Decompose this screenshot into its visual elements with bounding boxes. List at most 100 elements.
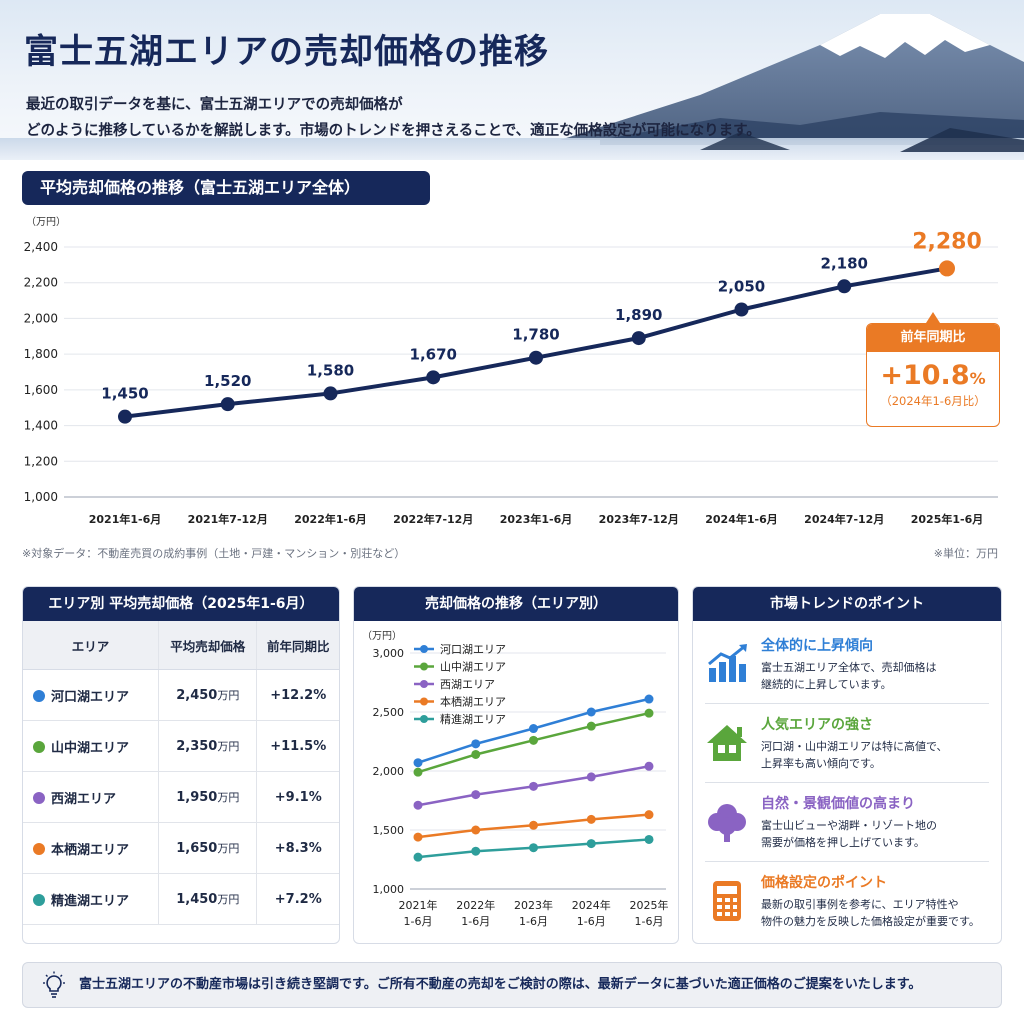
- y-tick-label: 1,500: [373, 824, 405, 837]
- series-point: [586, 814, 596, 824]
- legend-swatch-dot: [420, 662, 428, 671]
- x-tick-label-year: 2021年: [399, 898, 438, 912]
- series-point: [471, 749, 481, 759]
- footer-message: 富士五湖エリアの不動産市場は引き続き堅調です。ご所有不動産の売却をご検討の際は、…: [22, 962, 1002, 1008]
- trend-point-line-2: 継続的に上昇しています。: [761, 678, 892, 691]
- cell-area: 西湖エリア: [23, 771, 159, 823]
- area-name: 精進湖エリア: [51, 893, 130, 909]
- data-label: 2,280: [912, 229, 982, 254]
- trend-point-line-1: 河口湖・山中湖エリアは特に高値で、: [761, 740, 948, 753]
- cell-price: 1,950万円: [158, 771, 257, 823]
- cell-area: 河口湖エリア: [23, 669, 159, 721]
- cell-yoy: +7.2%: [256, 873, 339, 925]
- area-price-table: エリア 平均売却価格 前年同期比 河口湖エリア 2,450万円 +12.2% 山中湖エ…: [23, 621, 339, 925]
- series-point: [471, 790, 481, 800]
- price-unit: 万円: [217, 740, 240, 753]
- cell-area: 精進湖エリア: [23, 873, 159, 925]
- data-point: [220, 397, 235, 412]
- price-unit: 万円: [217, 689, 240, 702]
- legend-swatch-dot: [420, 715, 428, 723]
- x-tick-label: 2021年1-6月: [89, 512, 162, 526]
- area-chart-title: 売却価格の推移（エリア別）: [354, 587, 678, 621]
- series-point: [413, 852, 423, 862]
- trend-point-title: 自然・景観価値の高まり: [761, 796, 915, 812]
- y-tick-label: 3,000: [373, 647, 405, 660]
- y-tick-label: 1,000: [24, 490, 58, 504]
- x-tick-label: 2024年7-12月: [804, 512, 884, 526]
- trend-point-line-2: 物件の魅力を反映した価格設定が重要です。: [761, 915, 980, 928]
- y-tick-label: 2,400: [24, 240, 58, 254]
- area-line-chart: （万円） 1,000 1,500 2,000 2,500 3,000 2021年 1-6月 20…: [362, 630, 669, 928]
- y-tick-label: 2,000: [24, 311, 58, 325]
- x-tick-label-period: 1-6月: [461, 915, 490, 928]
- lightbulb-icon: [43, 971, 65, 998]
- trend-point: 価格設定のポイント最新の取引事例を参考に、エリア特性や 物件の魅力を反映した価格設…: [705, 862, 989, 940]
- x-tick-label: 2025年1-6月: [911, 512, 984, 526]
- y-tick-label: 1,200: [24, 454, 58, 468]
- legend-swatch-dot: [420, 697, 428, 706]
- cell-yoy: +9.1%: [256, 771, 339, 823]
- series-point: [644, 694, 654, 704]
- data-label: 1,580: [307, 361, 354, 379]
- cell-price: 2,450万円: [158, 669, 257, 721]
- data-point: [426, 370, 441, 385]
- table-row: 本栖湖エリア 1,650万円 +8.3%: [23, 822, 339, 874]
- yoy-callout: 前年同期比 +10.8% （2024年1-6月比）: [866, 323, 1000, 427]
- series-point: [413, 800, 423, 810]
- y-tick-label: 1,600: [24, 383, 58, 397]
- lead-line-2: どのように推移しているかを解説します。市場のトレンドを押さえることで、適正な価格…: [26, 123, 761, 139]
- x-tick-label: 2023年1-6月: [500, 512, 573, 526]
- data-point: [323, 386, 338, 401]
- trend-point-title: 価格設定のポイント: [761, 875, 887, 891]
- data-label: 1,520: [204, 372, 251, 390]
- price-value: 2,450: [176, 688, 218, 703]
- trend-point-line-2: 上昇率も高い傾向です。: [761, 757, 881, 770]
- points-panel-title: 市場トレンドのポイント: [693, 587, 1001, 621]
- house-icon: [707, 725, 747, 761]
- cell-area: 山中湖エリア: [23, 720, 159, 772]
- lead-line-1: 最近の取引データを基に、富士五湖エリアでの売却価格が: [26, 97, 403, 113]
- trend-point-body: 最新の取引事例を参考に、エリア特性や 物件の魅力を反映した価格設定が重要です。: [761, 896, 980, 930]
- trend-point-line-1: 富士山ビューや湖畔・リゾート地の: [761, 819, 937, 832]
- data-label: 1,890: [615, 306, 662, 324]
- trend-point-text: 人気エリアの強さ 河口湖・山中湖エリアは特に高値で、 上昇率も高い傾向です。: [761, 714, 948, 772]
- area-name: 西湖エリア: [51, 791, 117, 807]
- trend-point-line-2: 需要が価格を押し上げています。: [761, 836, 925, 849]
- y-tick-label: 1,800: [24, 347, 58, 361]
- table-header-row: エリア 平均売却価格 前年同期比: [23, 621, 339, 670]
- trend-point-text: 全体的に上昇傾向富士五湖エリア全体で、売却価格は 継続的に上昇しています。: [761, 635, 937, 693]
- cell-price: 1,450万円: [158, 873, 257, 925]
- series-point: [644, 834, 654, 844]
- series-point: [586, 839, 596, 849]
- yoy-value: +10.8%: [867, 360, 999, 391]
- tree-icon: [708, 804, 746, 842]
- col-header-area: エリア: [23, 621, 159, 670]
- unit-note: ※単位：万円: [933, 547, 998, 560]
- area-color-dot: [33, 842, 45, 855]
- legend-label: 西湖エリア: [440, 678, 495, 691]
- x-tick-label-year: 2024年: [572, 898, 611, 912]
- table-row: 精進湖エリア 1,450万円 +7.2%: [23, 873, 339, 925]
- price-value: 1,450: [176, 892, 218, 907]
- data-point: [631, 331, 646, 346]
- table-row: 西湖エリア 1,950万円 +9.1%: [23, 771, 339, 823]
- area-color-dot: [33, 893, 45, 906]
- data-label: 1,780: [512, 326, 559, 344]
- area-trend-chart-panel: 売却価格の推移（エリア別） （万円） 1,000 1,500 2,000 2,500 3,…: [353, 586, 679, 944]
- cell-yoy: +11.5%: [256, 720, 339, 772]
- yoy-number: +10.8: [880, 360, 970, 391]
- x-tick-label: 2021年7-12月: [188, 512, 268, 526]
- data-point: [939, 260, 955, 277]
- cell-price: 2,350万円: [158, 720, 257, 772]
- price-value: 1,950: [176, 790, 218, 805]
- table-row: 山中湖エリア 2,350万円 +11.5%: [23, 720, 339, 772]
- trend-point-body: 富士五湖エリア全体で、売却価格は 継続的に上昇しています。: [761, 659, 937, 693]
- series-point: [529, 781, 538, 791]
- footer-text: 富士五湖エリアの不動産市場は引き続き堅調です。ご所有不動産の売却をご検討の際は、…: [79, 977, 922, 992]
- x-tick-label-year: 2025年: [630, 898, 669, 912]
- legend-label: 本栖湖エリア: [440, 695, 506, 709]
- x-tick-label-year: 2022年: [456, 898, 495, 912]
- trend-point-text: 自然・景観価値の高まり富士山ビューや湖畔・リゾート地の 需要が価格を押し上げていま…: [761, 793, 937, 851]
- x-tick-label: 2022年7-12月: [393, 512, 473, 526]
- trend-point-title: 全体的に上昇傾向: [761, 638, 873, 654]
